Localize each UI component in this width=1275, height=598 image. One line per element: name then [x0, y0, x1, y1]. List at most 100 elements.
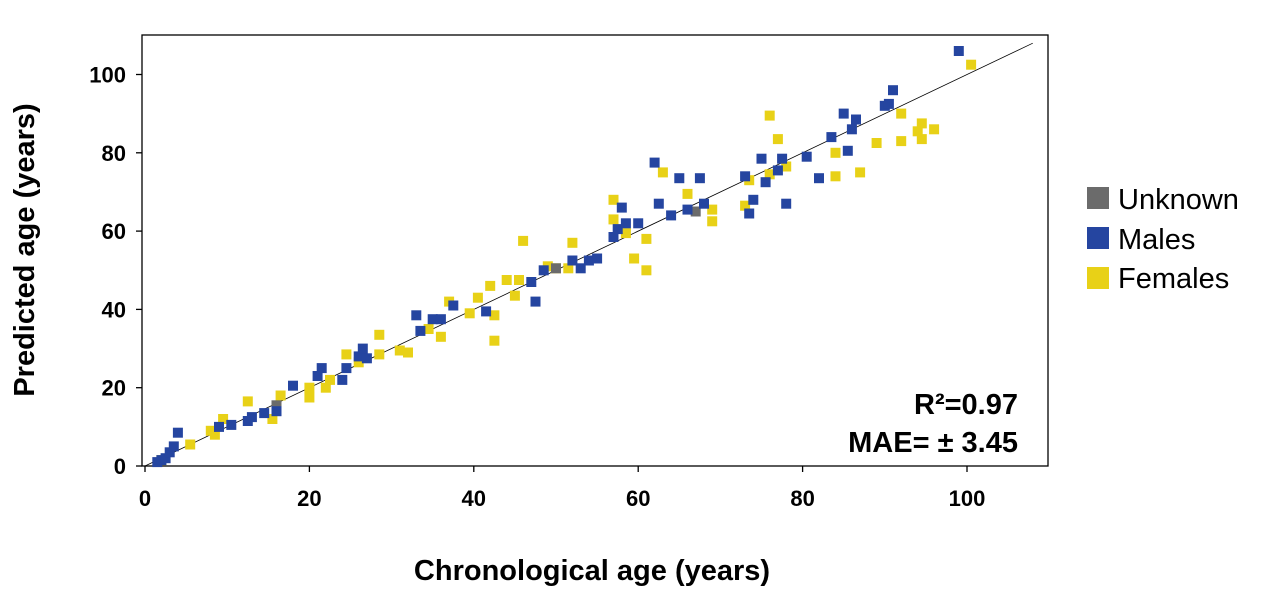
data-point-females: [325, 374, 335, 385]
data-point-females: [657, 167, 668, 178]
y-axis-ticks: 0 20 40 60 80 100: [89, 63, 142, 479]
x-axis-title: Chronological age (years): [414, 555, 770, 587]
data-point-males: [427, 314, 438, 325]
data-point-females: [435, 331, 446, 342]
mae-annotation: MAE= ± 3.45: [848, 427, 1018, 459]
data-point-males: [883, 98, 894, 109]
data-point-females: [764, 110, 775, 121]
legend-swatch-males: [1087, 227, 1109, 249]
data-point-females: [707, 204, 718, 215]
data-point-females: [304, 392, 315, 403]
data-point-males: [214, 421, 224, 432]
data-point-males: [316, 363, 327, 374]
data-point-females: [916, 118, 927, 129]
data-point-females: [341, 349, 352, 360]
data-point-males: [682, 204, 693, 215]
data-point-females: [518, 235, 529, 246]
data-point-females: [209, 429, 220, 440]
data-point-males: [777, 153, 788, 164]
data-point-females: [608, 194, 619, 205]
data-point-females: [608, 214, 619, 225]
series-unknown: [271, 206, 701, 411]
data-point-females: [830, 147, 841, 158]
data-point-females: [514, 275, 524, 285]
data-point-females: [740, 200, 751, 211]
data-point-females: [629, 253, 640, 264]
data-point-males: [567, 255, 578, 266]
data-point-males: [341, 363, 352, 374]
data-point-males: [633, 218, 644, 229]
y-tick-label: 100: [89, 63, 126, 88]
data-point-males: [620, 218, 631, 229]
data-points-layer: [152, 46, 977, 468]
data-point-males: [649, 157, 660, 168]
data-point-females: [374, 329, 385, 340]
data-point-females: [242, 396, 253, 407]
data-point-females: [464, 308, 475, 319]
data-point-males: [259, 408, 270, 419]
data-point-males: [271, 406, 282, 417]
data-point-females: [772, 134, 783, 145]
data-point-males: [448, 300, 459, 311]
data-point-females: [912, 126, 923, 137]
data-point-males: [411, 310, 422, 321]
data-point-females: [830, 171, 841, 182]
x-tick-label: 100: [949, 486, 986, 511]
data-point-females: [764, 169, 775, 180]
data-point-females: [781, 161, 792, 172]
data-point-females: [871, 138, 882, 148]
x-tick-label: 60: [626, 486, 650, 511]
data-point-females: [641, 265, 652, 276]
legend: Unknown Males Females: [1087, 184, 1239, 295]
legend-label-unknown: Unknown: [1118, 184, 1239, 216]
data-point-females: [896, 136, 907, 147]
legend-label-females: Females: [1118, 263, 1229, 295]
data-point-males: [694, 173, 705, 184]
x-axis-ticks: 0 20 40 60 80 100: [139, 466, 985, 511]
data-point-females: [394, 345, 405, 356]
x-tick-label: 0: [139, 486, 151, 511]
data-point-males: [826, 132, 837, 143]
data-point-males: [842, 145, 853, 156]
data-point-females: [641, 233, 652, 244]
data-point-females: [563, 263, 574, 274]
data-point-males: [160, 453, 171, 464]
data-point-males: [838, 108, 849, 119]
data-point-females: [896, 108, 907, 119]
y-tick-label: 0: [114, 454, 126, 479]
identity-reference-line: [144, 42, 1033, 467]
data-point-males: [801, 151, 812, 162]
data-point-females: [620, 228, 631, 239]
data-point-unknown: [551, 263, 561, 274]
y-axis-title: Predicted age (years): [9, 103, 41, 396]
data-point-females: [489, 310, 500, 321]
data-point-males: [814, 173, 824, 184]
data-point-males: [744, 208, 755, 219]
x-tick-label: 80: [790, 486, 814, 511]
data-point-males: [760, 177, 771, 188]
data-point-males: [172, 427, 183, 438]
y-tick-label: 80: [102, 141, 126, 166]
data-point-males: [846, 124, 857, 135]
x-tick-label: 20: [297, 486, 321, 511]
data-point-males: [357, 343, 368, 354]
data-point-females: [185, 439, 196, 450]
data-point-males: [583, 255, 594, 266]
r-squared-annotation: R²=0.97: [914, 389, 1018, 421]
data-point-males: [888, 85, 898, 96]
data-point-males: [246, 412, 257, 423]
data-point-males: [288, 380, 298, 391]
series-males: [152, 46, 964, 468]
data-point-males: [699, 198, 709, 209]
reference-line-layer: [144, 42, 1033, 467]
data-point-females: [567, 237, 578, 248]
x-tick-label: 40: [462, 486, 486, 511]
data-point-males: [772, 165, 783, 176]
data-point-males: [740, 171, 751, 182]
legend-swatch-females: [1087, 267, 1109, 289]
data-point-females: [485, 280, 496, 291]
plot-area-frame: [141, 34, 1049, 467]
data-point-males: [608, 232, 619, 242]
data-point-females: [707, 216, 718, 227]
